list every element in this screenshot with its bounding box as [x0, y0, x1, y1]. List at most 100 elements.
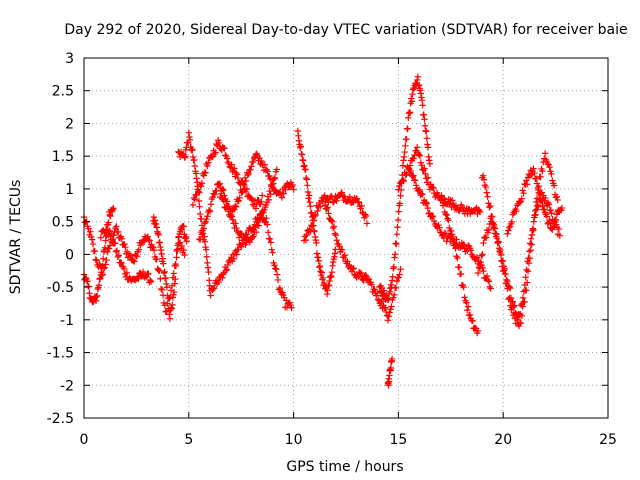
data-point [523, 287, 530, 294]
data-point [491, 225, 499, 232]
data-point [135, 246, 142, 253]
data-point [324, 204, 331, 211]
data-point [221, 145, 228, 152]
data-point [389, 273, 396, 280]
data-point [272, 265, 279, 272]
data-point [371, 286, 378, 293]
data-point [264, 229, 272, 236]
data-point [166, 315, 174, 322]
data-point [400, 177, 407, 185]
data-point [473, 254, 481, 261]
data-point [477, 259, 484, 266]
data-point [408, 98, 416, 105]
data-point [480, 267, 487, 275]
data-point [532, 175, 540, 182]
data-point [204, 213, 211, 220]
data-point [403, 135, 410, 143]
data-point [542, 194, 549, 202]
data-point [247, 166, 254, 173]
data-point [393, 240, 400, 248]
data-point [232, 203, 240, 210]
data-point [308, 222, 315, 229]
data-point [307, 203, 314, 210]
data-point [220, 197, 228, 205]
data-point [229, 216, 237, 223]
data-point [393, 277, 401, 285]
data-point [196, 203, 203, 210]
data-point [502, 270, 509, 278]
data-point [201, 238, 209, 245]
data-point [87, 228, 94, 235]
data-point [499, 257, 507, 264]
data-point [530, 226, 537, 234]
data-point [135, 275, 142, 282]
data-point [387, 306, 394, 313]
data-point [410, 155, 417, 162]
data-point [222, 267, 230, 274]
data-point [198, 180, 206, 187]
data-point [232, 202, 239, 210]
data-point [115, 252, 122, 259]
data-point [205, 159, 212, 166]
data-point [145, 236, 152, 244]
data-point [205, 277, 213, 284]
data-point [402, 171, 409, 179]
data-point [158, 285, 165, 293]
data-point [457, 270, 465, 277]
data-point [264, 168, 271, 175]
y-tick-label: -1 [60, 313, 74, 329]
data-point [478, 252, 485, 259]
data-point [414, 144, 421, 151]
data-point [270, 175, 278, 183]
data-point [453, 236, 460, 243]
data-point [212, 149, 219, 156]
data-point [155, 266, 162, 274]
data-point [503, 276, 510, 284]
data-point [455, 264, 463, 271]
data-point [123, 269, 131, 277]
data-point [419, 102, 426, 109]
data-point [414, 73, 422, 80]
data-point [262, 201, 270, 209]
data-point [358, 202, 365, 209]
data-point [338, 246, 346, 254]
data-point [549, 226, 556, 233]
data-point [130, 257, 137, 264]
data-point [416, 186, 423, 194]
data-point [240, 233, 247, 241]
data-point [497, 251, 505, 259]
data-point [436, 224, 443, 231]
data-point [416, 152, 424, 160]
data-point [388, 355, 396, 363]
data-point [394, 224, 401, 231]
x-tick-label: 20 [494, 432, 512, 448]
data-point [539, 202, 546, 209]
data-point [174, 242, 181, 249]
data-point [544, 199, 552, 206]
data-point [489, 220, 497, 227]
data-point [230, 255, 238, 263]
data-point [558, 204, 566, 212]
data-point [357, 269, 365, 277]
data-point [156, 267, 163, 275]
data-point [96, 261, 103, 268]
data-point [396, 200, 404, 207]
data-point [332, 232, 340, 239]
data-point [548, 225, 555, 232]
data-point [297, 143, 304, 150]
data-point [553, 193, 560, 200]
data-point [329, 218, 336, 225]
data-point [401, 148, 408, 156]
data-point [162, 274, 169, 282]
data-point [397, 266, 404, 273]
y-tick-label: -0.5 [47, 280, 74, 296]
data-point [274, 276, 282, 284]
data-point [406, 162, 414, 169]
data-point [518, 195, 525, 202]
data-point [213, 187, 220, 194]
data-point [287, 301, 294, 309]
data-point [215, 278, 222, 286]
data-point [105, 245, 113, 252]
data-point [546, 217, 553, 224]
y-tick-label: 3 [65, 51, 74, 67]
